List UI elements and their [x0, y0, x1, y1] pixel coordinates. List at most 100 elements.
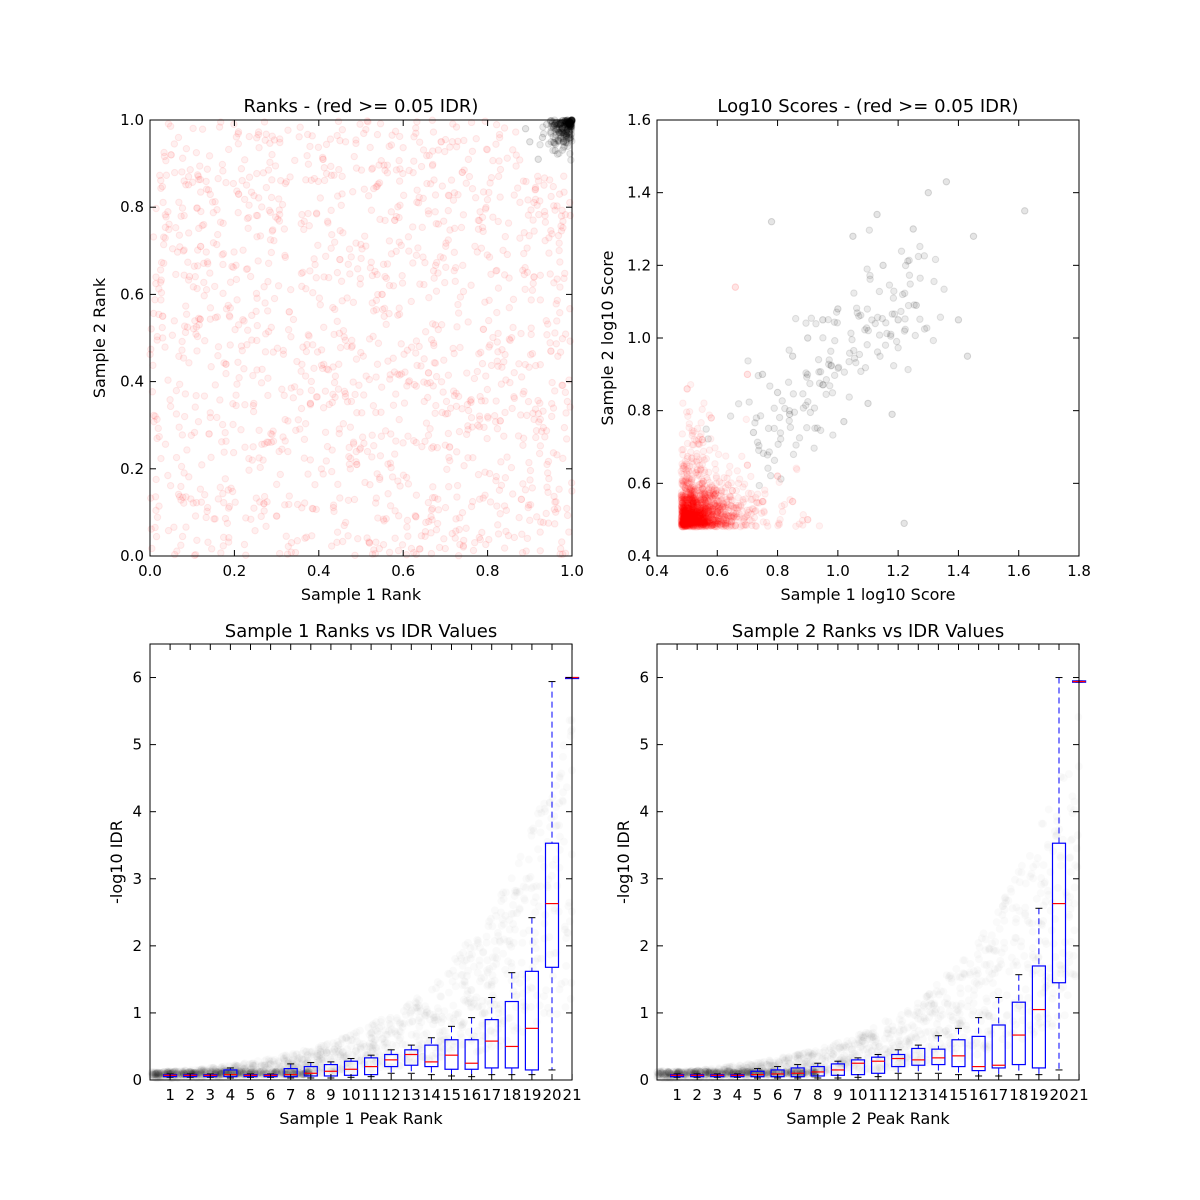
scatter-point-pass [267, 438, 276, 446]
scatter-point-pass [505, 304, 513, 312]
idr-point [495, 1042, 503, 1050]
scatter-point-pass [446, 456, 454, 465]
scatter-point-pass [273, 512, 281, 520]
idr-point [422, 1054, 430, 1062]
scatter-point-fail [556, 130, 564, 139]
scatter-point-pass [391, 127, 400, 136]
scatter-point-pass [373, 470, 381, 478]
scatter-point-pass [308, 504, 317, 513]
scatter-point-pass [512, 128, 520, 136]
scatter-point-pass [507, 333, 516, 342]
scatter-point-fail [873, 210, 881, 219]
scatter-point-pass [547, 192, 555, 201]
panel-sample1-idr-title: Sample 1 Ranks vs IDR Values [225, 621, 497, 642]
scatter-point-fail [875, 287, 884, 296]
scatter-point-pass [501, 408, 509, 417]
scatter-point-fail [562, 130, 570, 138]
scatter-point-fail [758, 370, 767, 379]
scatter-point-pass [728, 486, 737, 495]
scatter-point-pass [379, 540, 388, 549]
scatter-point-pass [352, 136, 360, 144]
scatter-point-pass [566, 305, 574, 313]
scatter-point-pass [516, 156, 524, 164]
scatter-point-fail [564, 132, 572, 141]
scatter-point-fail [745, 398, 753, 406]
scatter-point-pass [279, 433, 287, 441]
scatter-point-pass [428, 516, 436, 524]
scatter-point-pass [203, 165, 212, 173]
scatter-point-pass [200, 278, 208, 287]
scatter-point-pass [158, 334, 167, 342]
scatter-point-pass [460, 536, 468, 545]
scatter-point-pass [559, 217, 567, 226]
scatter-point-pass [206, 413, 214, 422]
scatter-point-pass [445, 192, 453, 200]
scatter-point-pass [459, 211, 468, 219]
scatter-point-pass [278, 385, 286, 393]
scatter-point-pass [264, 438, 273, 447]
scatter-point-fail [845, 393, 853, 401]
scatter-point-fail [819, 381, 827, 389]
scatter-point-pass [253, 134, 261, 142]
scatter-point-pass [502, 506, 511, 515]
scatter-point-pass [260, 492, 269, 501]
scatter-point-pass [345, 460, 354, 468]
scatter-point-pass [225, 502, 234, 511]
scatter-point-pass [377, 383, 386, 391]
scatter-point-pass [373, 130, 382, 139]
scatter-point-pass [152, 475, 160, 484]
scatter-point-pass [219, 219, 227, 227]
scatter-point-pass [551, 387, 559, 395]
scatter-point-pass [221, 428, 229, 437]
scatter-point-pass [497, 458, 505, 466]
idr-point [379, 1034, 387, 1042]
scatter-point-pass [454, 137, 462, 145]
scatter-point-pass [454, 300, 462, 309]
idr-point [530, 827, 538, 835]
scatter-point-pass [469, 453, 477, 462]
scatter-point-pass [421, 527, 430, 536]
scatter-point-pass [234, 208, 242, 217]
scatter-point-pass [543, 483, 551, 491]
scatter-point-pass [253, 169, 261, 178]
scatter-point-pass [518, 549, 527, 557]
scatter-point-pass [396, 165, 404, 173]
scatter-point-pass [162, 171, 171, 179]
scatter-point-fail [789, 450, 798, 459]
scatter-point-pass [482, 145, 491, 153]
scatter-point-pass [196, 485, 205, 493]
scatter-point-pass [302, 347, 311, 356]
scatter-point-pass [727, 479, 735, 487]
scatter-point-pass [377, 156, 385, 165]
scatter-point-pass [352, 355, 361, 363]
scatter-point-pass [371, 549, 379, 558]
scatter-point-pass [377, 408, 385, 416]
scatter-point-pass [422, 419, 431, 427]
scatter-point-fail [897, 307, 905, 316]
scatter-point-pass [331, 393, 339, 401]
scatter-point-fail [803, 423, 811, 432]
scatter-point-fail [778, 397, 786, 405]
scatter-point-pass [372, 183, 380, 191]
scatter-point-pass [524, 397, 533, 406]
scatter-point-pass [526, 476, 534, 484]
scatter-point-pass [306, 456, 315, 464]
scatter-point-pass [470, 538, 479, 547]
scatter-point-pass [421, 258, 429, 267]
scatter-point-pass [536, 415, 545, 424]
scatter-point-pass [180, 211, 188, 220]
scatter-point-pass [381, 216, 389, 225]
scatter-point-fail [766, 472, 775, 480]
scatter-point-pass [148, 388, 157, 396]
scatter-point-pass [170, 140, 179, 148]
scatter-point-pass [440, 356, 448, 364]
scatter-point-pass [410, 133, 418, 141]
scatter-point-fail [552, 131, 560, 139]
scatter-point-pass [399, 191, 408, 200]
scatter-point-fail [557, 128, 566, 137]
scatter-point-pass [697, 419, 705, 427]
y-tick-label: 0.6 [627, 474, 651, 492]
scatter-point-pass [273, 344, 282, 352]
scatter-point-pass [300, 435, 309, 444]
scatter-point-pass [358, 245, 366, 253]
